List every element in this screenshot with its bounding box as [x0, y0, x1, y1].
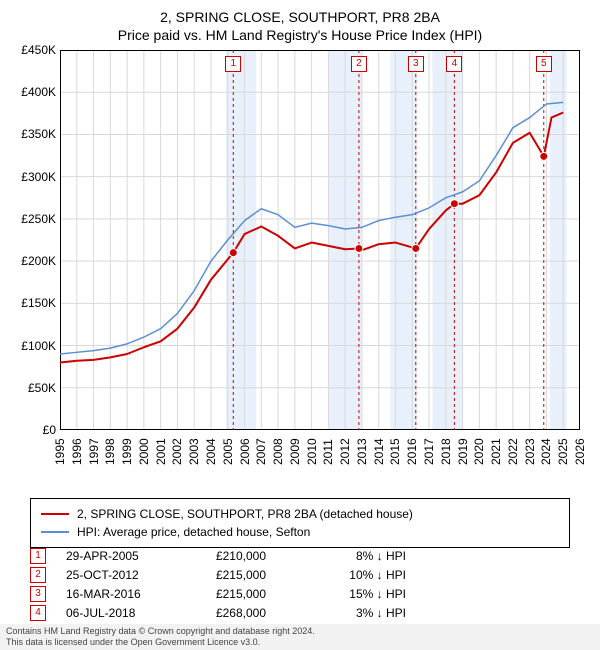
x-tick-label: 2011 [321, 445, 335, 465]
x-tick-label: 2026 [573, 445, 587, 465]
sale-index-box: 2 [30, 567, 46, 583]
x-tick-label: 2016 [405, 445, 419, 465]
x-tick-label: 1999 [120, 445, 134, 465]
x-tick-label: 2024 [539, 445, 553, 465]
x-tick-label: 2010 [305, 445, 319, 465]
y-tick-label: £450K [0, 43, 56, 57]
legend: 2, SPRING CLOSE, SOUTHPORT, PR8 2BA (det… [30, 498, 570, 548]
x-tick-label: 2009 [288, 445, 302, 465]
sale-date: 16-MAR-2016 [66, 587, 196, 601]
title-line-1: 2, SPRING CLOSE, SOUTHPORT, PR8 2BA [0, 8, 600, 26]
x-tick-label: 2013 [355, 445, 369, 465]
x-tick-label: 2014 [372, 445, 386, 465]
x-tick-label: 2025 [556, 445, 570, 465]
footer-line-1: Contains HM Land Registry data © Crown c… [6, 626, 594, 637]
sale-index-box: 1 [30, 548, 46, 564]
y-tick-label: £350K [0, 127, 56, 141]
sales-row: 1 29-APR-2005£210,0008% ↓ HPI [30, 546, 570, 565]
x-tick-label: 2008 [271, 445, 285, 465]
x-tick-label: 2023 [523, 445, 537, 465]
legend-row-2: HPI: Average price, detached house, Seft… [41, 523, 559, 541]
x-tick-label: 2020 [472, 445, 486, 465]
legend-label-2: HPI: Average price, detached house, Seft… [77, 523, 310, 541]
sale-date: 29-APR-2005 [66, 549, 196, 563]
x-tick-label: 2018 [439, 445, 453, 465]
sale-price: £215,000 [196, 568, 296, 582]
sale-diff: 8% ↓ HPI [296, 549, 406, 563]
sale-diff: 3% ↓ HPI [296, 606, 406, 620]
x-tick-label: 2021 [489, 445, 503, 465]
y-tick-label: £300K [0, 170, 56, 184]
x-tick-label: 2022 [506, 445, 520, 465]
legend-row-1: 2, SPRING CLOSE, SOUTHPORT, PR8 2BA (det… [41, 505, 559, 523]
sale-diff: 15% ↓ HPI [296, 587, 406, 601]
x-tick-label: 2006 [238, 445, 252, 465]
y-tick-label: £50K [0, 381, 56, 395]
x-tick-label: 1997 [87, 445, 101, 465]
sales-row: 3 16-MAR-2016£215,00015% ↓ HPI [30, 584, 570, 603]
sales-row: 2 25-OCT-2012£215,00010% ↓ HPI [30, 565, 570, 584]
x-tick-label: 2015 [388, 445, 402, 465]
x-tick-label: 1995 [53, 445, 67, 465]
y-tick-label: £400K [0, 85, 56, 99]
sale-marker-5: 5 [536, 56, 552, 72]
sale-marker-3: 3 [408, 56, 424, 72]
x-tick-label: 2001 [154, 445, 168, 465]
x-tick-label: 2004 [204, 445, 218, 465]
sale-diff: 10% ↓ HPI [296, 568, 406, 582]
x-tick-label: 2019 [456, 445, 470, 465]
x-tick-label: 2003 [187, 445, 201, 465]
chart-titles: 2, SPRING CLOSE, SOUTHPORT, PR8 2BA Pric… [0, 0, 600, 44]
y-tick-label: £200K [0, 254, 56, 268]
sale-price: £210,000 [196, 549, 296, 563]
y-tick-label: £250K [0, 212, 56, 226]
legend-swatch-2 [41, 531, 69, 533]
x-tick-label: 2005 [221, 445, 235, 465]
x-tick-label: 2007 [254, 445, 268, 465]
y-tick-label: £150K [0, 296, 56, 310]
sale-index-box: 3 [30, 586, 46, 602]
legend-swatch-1 [41, 513, 69, 515]
sale-marker-4: 4 [446, 56, 462, 72]
x-tick-label: 2000 [137, 445, 151, 465]
legend-label-1: 2, SPRING CLOSE, SOUTHPORT, PR8 2BA (det… [77, 505, 413, 523]
sale-index-box: 4 [30, 605, 46, 621]
sale-price: £215,000 [196, 587, 296, 601]
sale-price: £268,000 [196, 606, 296, 620]
chart-area [60, 50, 580, 430]
sale-date: 06-JUL-2018 [66, 606, 196, 620]
y-tick-label: £0 [0, 423, 56, 437]
sale-marker-1: 1 [225, 56, 241, 72]
sales-row: 4 06-JUL-2018£268,0003% ↓ HPI [30, 603, 570, 622]
y-tick-label: £100K [0, 339, 56, 353]
x-tick-label: 2012 [338, 445, 352, 465]
title-line-2: Price paid vs. HM Land Registry's House … [0, 26, 600, 44]
footer: Contains HM Land Registry data © Crown c… [0, 624, 600, 650]
x-tick-label: 1996 [70, 445, 84, 465]
x-tick-label: 1998 [103, 445, 117, 465]
sale-marker-2: 2 [351, 56, 367, 72]
x-tick-label: 2002 [170, 445, 184, 465]
sale-date: 25-OCT-2012 [66, 568, 196, 582]
x-tick-label: 2017 [422, 445, 436, 465]
footer-line-2: This data is licensed under the Open Gov… [6, 637, 594, 648]
